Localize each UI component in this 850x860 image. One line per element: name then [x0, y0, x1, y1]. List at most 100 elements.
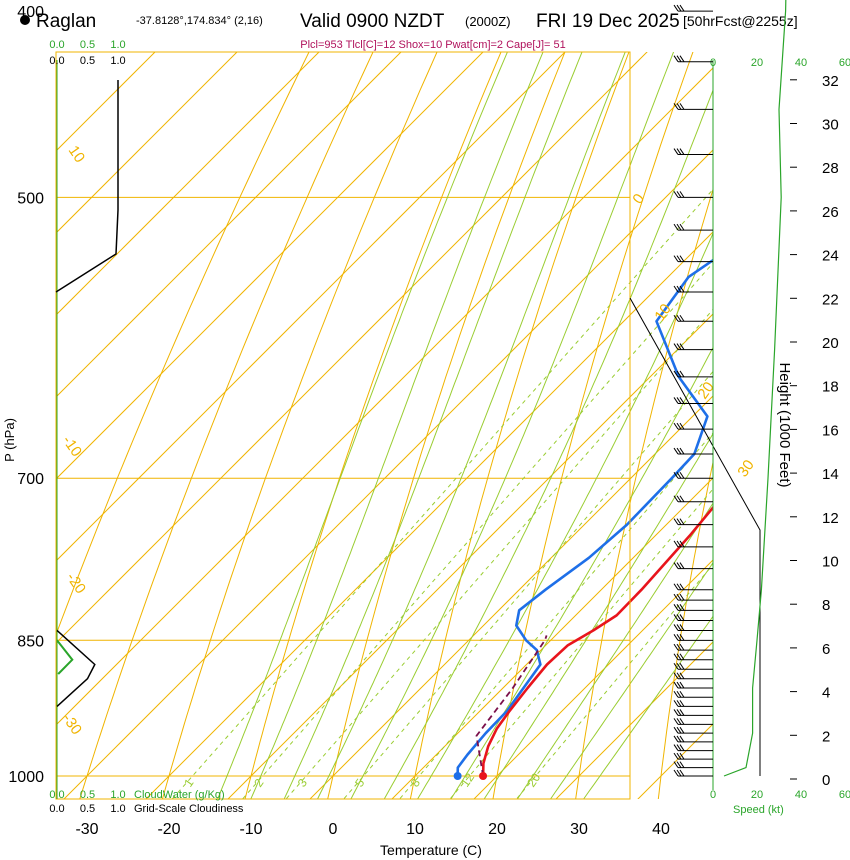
plot-frame [55, 51, 631, 800]
mixing-ratio-line [343, 370, 713, 799]
wind-barb-flag [673, 103, 679, 110]
isotherm-label: -20 [63, 570, 89, 598]
wind-barb-flag [673, 700, 679, 707]
wind-barb-flag [676, 255, 682, 262]
cloudiness-top-tick: 1.0 [110, 55, 125, 67]
wind-barb-flag [679, 397, 685, 404]
wind-barb-flag [673, 562, 679, 569]
x-tick-label: 40 [652, 821, 670, 838]
forecast-date: FRI 19 Dec 2025 [536, 11, 680, 32]
wind-speed-bottom-tick: 60 [839, 789, 850, 801]
moist-adiabat-line [583, 615, 713, 799]
cloudwater-bottom-tick: 0.5 [80, 789, 95, 801]
wind-barb-flag [679, 718, 685, 725]
isotherm-label: 30 [734, 457, 757, 480]
moist-adiabat-line [516, 502, 713, 799]
wind-barb-flag [679, 700, 685, 707]
wind-barb-flag [673, 447, 679, 455]
wind-speed-top-tick: 40 [795, 57, 807, 69]
cloudwater-top-tick: 0.5 [80, 39, 95, 51]
wind-barb-flag [676, 634, 682, 641]
x-tick-label: -10 [239, 821, 262, 838]
wind-barb-flag [673, 540, 679, 548]
valid-time: Valid 0900 NZDT [300, 11, 445, 32]
isotherm-label: 20 [694, 379, 717, 402]
wind-barb-flag [679, 690, 685, 698]
wind-barb-flag [673, 495, 679, 503]
wind-barb-flag [673, 643, 679, 651]
wind-barb-flag [673, 397, 679, 404]
wind-barb-flag [676, 653, 682, 661]
wind-barb-flag [673, 769, 679, 777]
wind-barb-flag [679, 735, 685, 743]
wind-barb-flag [673, 672, 679, 679]
wind-barb-flag [676, 148, 682, 155]
station-marker-icon [20, 15, 30, 25]
wind-barb-flag [679, 223, 685, 231]
mixing-ratio-label: 5 [352, 776, 367, 790]
y-axis-title: P (hPa) [2, 418, 17, 462]
isotherm-line [56, 52, 484, 480]
wind-speed-top-tick: 0 [710, 57, 716, 69]
isotherm-line [473, 559, 713, 799]
cloudiness-top-tick: 0.0 [49, 55, 64, 67]
forecast-run: [50hrFcst@2255z] [683, 13, 798, 29]
isotherm-line [145, 231, 713, 799]
pressure-tick-label: 1000 [8, 769, 44, 786]
wind-barb-flag [673, 752, 679, 760]
wind-barb-flag [679, 562, 685, 569]
wind-barb-flag [676, 191, 682, 198]
wind-barb-flag [679, 55, 685, 62]
wind-barb-flag [673, 690, 679, 698]
wind-barb-flag [679, 624, 685, 631]
moist-adiabat-line [283, 52, 583, 799]
cloudiness-bottom-tick: 0.5 [80, 803, 95, 815]
wind-barb-flag [676, 672, 682, 679]
dry-adiabat-line [575, 187, 713, 799]
moist-adiabat-line [549, 561, 713, 799]
isotherm-line [56, 52, 320, 316]
wind-barb-flag [676, 624, 682, 631]
wind-barb-flag [679, 634, 685, 641]
height-tick-label: 22 [822, 291, 839, 308]
wind-barb-flag [679, 343, 685, 350]
height-tick-label: 12 [822, 510, 839, 527]
wind-barb-flag [673, 370, 679, 378]
wind-barb-flag [679, 4, 685, 12]
cloudwater-legend: CloudWater (g/Kg) [134, 789, 225, 801]
wind-barb-flag [673, 593, 679, 601]
mixing-ratio-label: 8 [408, 776, 423, 790]
height-tick-label: 10 [822, 554, 839, 571]
wind-barb-flag [676, 397, 682, 404]
grid-layer [56, 52, 713, 799]
wind-barb-flag [676, 663, 682, 670]
wind-barb-flag [676, 614, 682, 621]
wind-speed-bottom-tick: 20 [751, 789, 763, 801]
wind-barb-flag [679, 495, 685, 503]
dry-adiabat-line [244, 52, 502, 799]
wind-barb-flag [679, 643, 685, 651]
wind-barb-flag [679, 447, 685, 455]
wind-barb-flag [676, 223, 682, 231]
wind-barb-flag [676, 700, 682, 707]
wind-barb-flag [676, 370, 682, 378]
wind-speed-top-tick: 20 [751, 57, 763, 69]
height-tick-label: 0 [822, 772, 830, 789]
wind-barb-flag [673, 148, 679, 155]
moist-adiabat-line [483, 432, 713, 799]
cloudwater-line [56, 639, 74, 675]
wind-barb-flag [679, 672, 685, 679]
wind-barb-flag [673, 604, 679, 611]
mixing-ratio-label: 3 [295, 776, 310, 790]
wind-barb-flag [673, 663, 679, 670]
x-axis-title: Temperature (C) [380, 842, 482, 858]
x-tick-label: 20 [488, 821, 506, 838]
height-tick-label: 14 [822, 466, 839, 483]
cloudwater-top-tick: 0.0 [49, 39, 64, 51]
wind-barb-flag [679, 471, 685, 479]
moist-adiabat-line [383, 88, 713, 799]
isotherm-line [56, 52, 648, 644]
wind-speed-bottom-tick: 0 [710, 789, 716, 801]
isotherm-line [637, 723, 713, 799]
pressure-tick-label: 500 [17, 190, 44, 207]
